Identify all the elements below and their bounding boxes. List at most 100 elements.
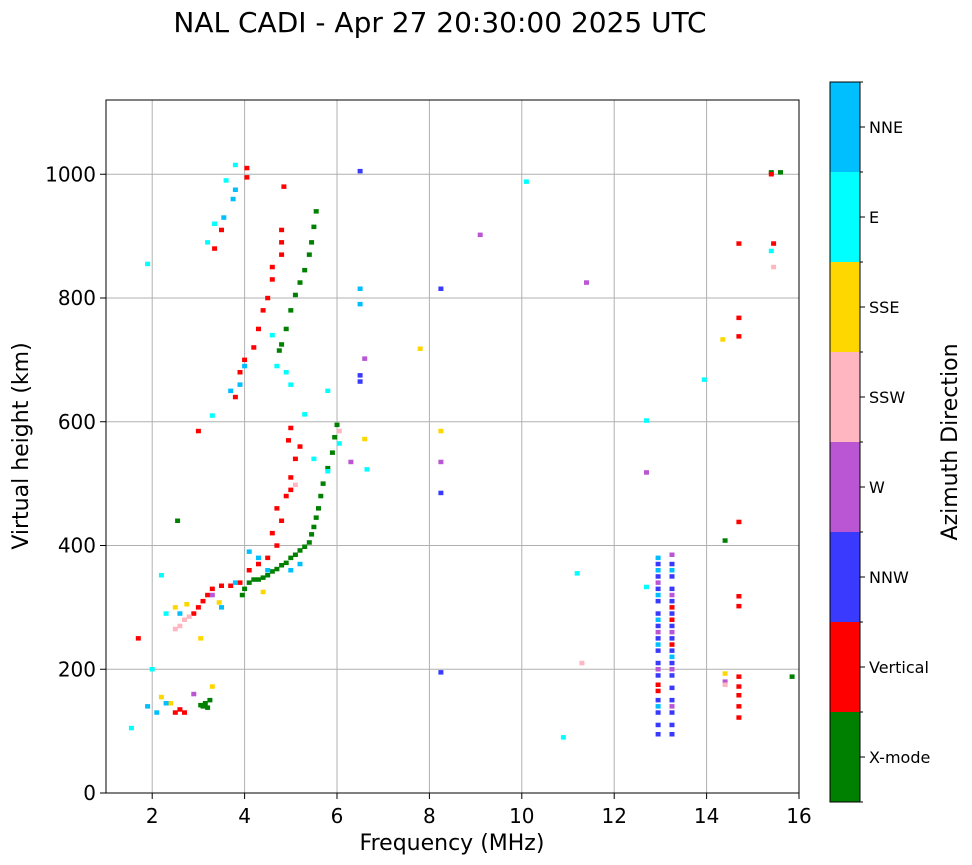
data-point: [736, 684, 742, 689]
colorbar-segment: [830, 82, 860, 172]
data-point: [771, 264, 777, 270]
data-point: [311, 524, 317, 530]
data-point: [209, 684, 215, 689]
data-point: [256, 326, 261, 332]
data-point: [722, 682, 728, 687]
data-point: [256, 561, 261, 567]
data-point: [313, 209, 319, 214]
data-point: [230, 196, 236, 202]
data-point: [219, 605, 224, 610]
data-point: [265, 573, 271, 578]
data-point: [722, 671, 728, 676]
data-point: [281, 184, 287, 189]
colorbar-segment: [830, 532, 860, 622]
series-nnw: [357, 168, 675, 737]
data-point: [246, 549, 252, 554]
data-point: [417, 346, 423, 351]
data-point: [768, 248, 774, 254]
data-point: [736, 315, 742, 321]
data-point: [655, 568, 661, 573]
data-point: [655, 642, 661, 647]
data-point: [269, 569, 275, 574]
data-point: [232, 187, 238, 192]
data-point: [318, 493, 324, 499]
data-point: [655, 636, 661, 641]
data-point: [219, 227, 224, 233]
data-point: [438, 459, 444, 465]
data-point: [228, 388, 234, 394]
data-point: [297, 548, 303, 553]
colorbar-label: NNW: [869, 568, 909, 587]
data-point: [265, 295, 271, 301]
data-point: [279, 342, 285, 347]
data-point: [256, 555, 261, 561]
data-point: [265, 555, 271, 561]
data-point: [202, 701, 208, 706]
data-point: [168, 701, 174, 706]
data-point: [736, 241, 742, 246]
data-point: [736, 715, 742, 720]
data-point: [232, 580, 238, 585]
data-point: [669, 636, 675, 641]
data-point: [175, 518, 181, 523]
data-point: [191, 611, 197, 616]
data-point: [669, 642, 675, 647]
data-point: [191, 691, 197, 697]
series-w: [191, 232, 728, 709]
colorbar: X-mode Vertical NNW W SSW SSE E NNE: [829, 81, 930, 803]
data-point: [477, 232, 483, 238]
data-points: [128, 162, 795, 740]
series-x-mode: [175, 170, 795, 710]
data-point: [292, 552, 298, 557]
data-point: [276, 348, 282, 353]
data-point: [655, 586, 661, 592]
data-point: [316, 506, 321, 511]
data-point: [177, 611, 183, 616]
data-point: [655, 732, 661, 737]
data-point: [297, 280, 303, 285]
data-point: [669, 592, 675, 598]
data-point: [736, 693, 742, 698]
data-point: [297, 561, 303, 567]
x-tick-label: 2: [146, 804, 159, 828]
data-point: [288, 568, 294, 573]
data-point: [246, 568, 252, 573]
x-tick-label: 4: [238, 804, 251, 828]
data-point: [306, 252, 312, 257]
data-point: [221, 215, 227, 220]
data-point: [239, 592, 245, 598]
data-point: [279, 240, 285, 245]
data-point: [669, 623, 675, 629]
data-point: [219, 583, 224, 588]
data-point: [655, 629, 661, 635]
data-point: [655, 673, 661, 678]
colorbar-segment: [830, 172, 860, 262]
data-point: [244, 175, 250, 180]
data-point: [336, 428, 342, 434]
data-point: [198, 702, 204, 708]
data-point: [669, 722, 675, 728]
data-point: [244, 165, 250, 171]
data-point: [523, 179, 529, 184]
data-point: [644, 584, 649, 590]
data-point: [325, 388, 331, 394]
data-point: [163, 611, 169, 616]
data-point: [163, 701, 169, 706]
data-point: [669, 685, 675, 691]
data-point: [655, 704, 661, 709]
series-e: [128, 162, 774, 740]
y-tick-label: 0: [83, 781, 96, 805]
data-point: [655, 574, 661, 579]
data-point: [200, 598, 206, 604]
data-point: [212, 221, 218, 226]
data-point: [325, 469, 331, 474]
data-point: [655, 648, 661, 653]
data-point: [288, 487, 294, 493]
data-point: [205, 592, 211, 598]
colorbar-label: Vertical: [869, 658, 929, 677]
data-point: [720, 337, 726, 342]
data-point: [701, 377, 707, 382]
data-point: [288, 475, 294, 480]
data-point: [279, 252, 285, 257]
data-point: [172, 710, 178, 715]
